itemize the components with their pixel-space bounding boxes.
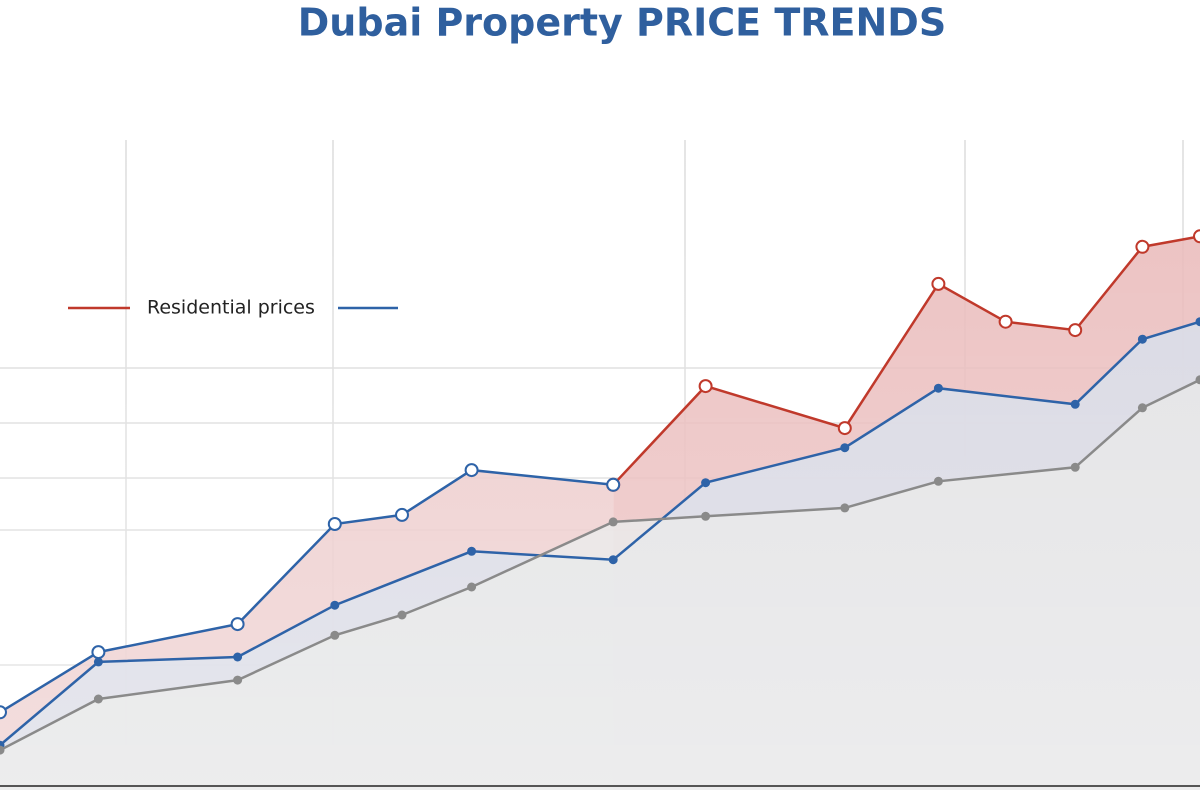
data-point bbox=[0, 705, 7, 720]
chart-title: Dubai Property PRICE TRENDS bbox=[298, 1, 946, 45]
data-point bbox=[1070, 399, 1080, 409]
data-point bbox=[467, 546, 477, 556]
data-point bbox=[998, 314, 1013, 329]
data-point bbox=[701, 511, 711, 521]
data-point bbox=[91, 645, 106, 660]
data-point bbox=[933, 476, 943, 486]
data-point bbox=[1195, 375, 1200, 385]
data-point bbox=[608, 517, 618, 527]
data-point bbox=[233, 675, 243, 685]
data-point bbox=[701, 478, 711, 488]
data-point bbox=[1070, 462, 1080, 472]
data-point bbox=[608, 555, 618, 565]
series-line bbox=[0, 320, 1200, 747]
data-point bbox=[931, 276, 946, 291]
data-point bbox=[230, 617, 245, 632]
data-point bbox=[330, 630, 340, 640]
data-point bbox=[1137, 334, 1147, 344]
data-point bbox=[397, 610, 407, 620]
data-point bbox=[464, 463, 479, 478]
data-point bbox=[698, 379, 713, 394]
legend-label: Residential prices bbox=[147, 297, 315, 319]
data-point bbox=[1135, 239, 1150, 254]
data-point bbox=[0, 745, 5, 755]
data-point bbox=[330, 600, 340, 610]
data-point bbox=[1195, 317, 1200, 327]
legend: Residential prices bbox=[68, 297, 398, 319]
plot bbox=[0, 90, 1200, 791]
data-point bbox=[840, 503, 850, 513]
data-point bbox=[1137, 403, 1147, 413]
data-point bbox=[93, 694, 103, 704]
data-point bbox=[93, 657, 103, 667]
data-point bbox=[467, 582, 477, 592]
data-point bbox=[327, 517, 342, 531]
data-point bbox=[837, 421, 852, 436]
data-point bbox=[1193, 229, 1200, 244]
series-line bbox=[612, 235, 1200, 486]
data-point bbox=[395, 507, 409, 522]
data-point bbox=[933, 383, 943, 393]
data-point bbox=[1068, 323, 1083, 338]
data-point bbox=[840, 443, 850, 453]
area-fade bbox=[0, 90, 1200, 790]
data-point bbox=[606, 477, 621, 492]
data-point bbox=[233, 652, 243, 662]
